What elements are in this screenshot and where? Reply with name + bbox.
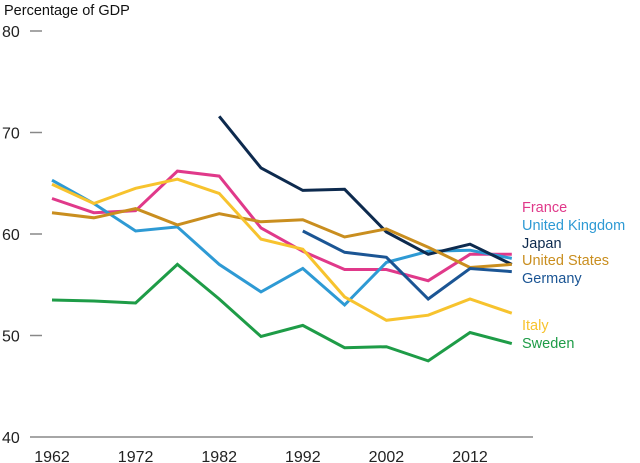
x-tick-label: 1972	[118, 449, 154, 463]
legend-item: Germany	[522, 271, 582, 287]
y-tick-label: 70	[2, 126, 20, 143]
y-tick-label: 50	[2, 329, 20, 346]
series-line-germany	[302, 229, 512, 301]
y-axis: 40 50 60 70 80	[2, 24, 42, 447]
legend-item: United States	[522, 253, 609, 269]
x-tick-label: 2012	[452, 449, 488, 463]
series-line-italy	[51, 177, 513, 322]
y-axis-title: Percentage of GDP	[4, 3, 130, 19]
series-line-sweden	[51, 262, 513, 363]
y-tick-label: 60	[2, 227, 20, 244]
series-line-france	[51, 169, 512, 283]
x-tick-label: 1992	[285, 449, 321, 463]
x-tick-label: 1982	[201, 449, 237, 463]
legend-item: United Kingdom	[522, 218, 625, 234]
series-line-japan	[218, 115, 513, 266]
x-tick-label: 2002	[369, 449, 405, 463]
legend-item: Japan	[522, 236, 562, 252]
series-line-united-states	[51, 207, 512, 270]
x-tick-label: 1962	[34, 449, 70, 463]
y-tick-label: 40	[2, 430, 20, 447]
series-lines	[51, 115, 513, 363]
series-line-united-kingdom	[51, 178, 513, 308]
y-tick-label: 80	[2, 24, 20, 41]
legend-item: Italy	[522, 318, 549, 334]
x-axis: 1962 1972 1982 1992 2002 2012	[30, 436, 533, 463]
legend-item: France	[522, 200, 567, 216]
legend-item: Sweden	[522, 336, 574, 352]
